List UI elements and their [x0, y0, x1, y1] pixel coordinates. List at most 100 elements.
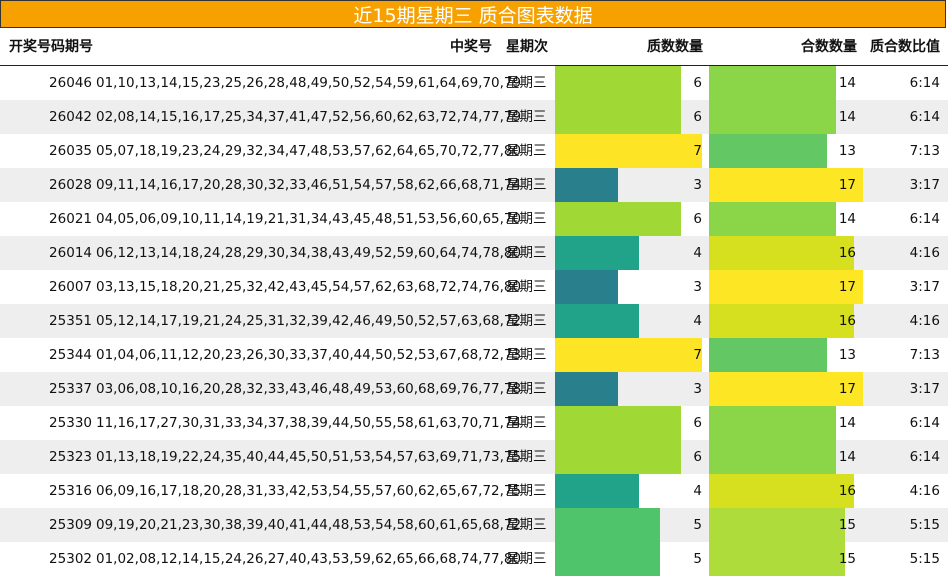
ratio-cell: 3:17 — [909, 279, 940, 295]
ratio-cell: 6:14 — [909, 109, 940, 125]
winning-numbers-cell: 01,04,06,11,12,20,23,26,30,33,37,40,44,5… — [96, 347, 522, 363]
weekday-cell: 星期三 — [506, 551, 547, 567]
data-table: 开奖号码期号 中奖号 星期次 质数数量 合数数量 质合数比值 26046 01,1… — [0, 29, 948, 576]
table-row[interactable]: 25351 05,12,14,17,19,21,24,25,31,32,39,42… — [0, 304, 948, 338]
prime-count-value: 7 — [693, 347, 702, 363]
table-header: 开奖号码期号 中奖号 星期次 质数数量 合数数量 质合数比值 — [0, 29, 948, 66]
prime-count-bar — [555, 202, 681, 236]
ratio-cell: 6:14 — [909, 415, 940, 431]
issue-cell: 25330 — [49, 415, 92, 431]
prime-count-bar — [555, 134, 702, 168]
composite-count-bar — [709, 406, 836, 440]
prime-count-value: 4 — [693, 245, 702, 261]
header-ratio[interactable]: 质合数比值 — [870, 39, 940, 55]
prime-count-value: 6 — [693, 109, 702, 125]
ratio-cell: 3:17 — [909, 381, 940, 397]
table-row[interactable]: 25330 11,16,17,27,30,31,33,34,37,38,39,44… — [0, 406, 948, 440]
composite-count-value: 14 — [838, 211, 856, 227]
winning-numbers-cell: 09,11,14,16,17,20,28,30,32,33,46,51,54,5… — [96, 177, 522, 193]
ratio-cell: 4:16 — [909, 313, 940, 329]
composite-count-bar — [709, 270, 863, 304]
prime-count-bar — [555, 270, 618, 304]
prime-count-bar — [555, 474, 639, 508]
table-row[interactable]: 26035 05,07,18,19,23,24,29,32,34,47,48,53… — [0, 134, 948, 168]
composite-count-value: 14 — [838, 109, 856, 125]
issue-cell: 26042 — [49, 109, 92, 125]
winning-numbers-cell: 03,13,15,18,20,21,25,32,42,43,45,54,57,6… — [96, 279, 522, 295]
ratio-cell: 7:13 — [909, 347, 940, 363]
table-row[interactable]: 26014 06,12,13,14,18,24,28,29,30,34,38,43… — [0, 236, 948, 270]
header-composite-count[interactable]: 合数数量 — [801, 39, 857, 55]
prime-count-value: 6 — [693, 415, 702, 431]
composite-count-value: 14 — [838, 415, 856, 431]
table-row[interactable]: 25309 09,19,20,21,23,30,38,39,40,41,44,48… — [0, 508, 948, 542]
composite-count-bar — [709, 440, 836, 474]
title-text: 近15期星期三 质合图表数据 — [353, 4, 593, 27]
issue-cell: 26007 — [49, 279, 92, 295]
weekday-cell: 星期三 — [506, 109, 547, 125]
prime-count-value: 3 — [693, 177, 702, 193]
weekday-cell: 星期三 — [506, 75, 547, 91]
composite-count-value: 16 — [838, 313, 856, 329]
composite-count-bar — [709, 372, 863, 406]
prime-count-bar — [555, 168, 618, 202]
composite-count-bar — [709, 134, 827, 168]
table-row[interactable]: 26046 01,10,13,14,15,23,25,26,28,48,49,50… — [0, 66, 948, 100]
prime-count-value: 5 — [693, 551, 702, 567]
composite-count-value: 15 — [838, 551, 856, 567]
table-row[interactable]: 26042 02,08,14,15,16,17,25,34,37,41,47,52… — [0, 100, 948, 134]
table-row[interactable]: 25323 01,13,18,19,22,24,35,40,44,45,50,51… — [0, 440, 948, 474]
prime-count-bar — [555, 66, 681, 100]
table-row[interactable]: 25337 03,06,08,10,16,20,28,32,33,43,46,48… — [0, 372, 948, 406]
prime-count-value: 3 — [693, 279, 702, 295]
composite-count-value: 15 — [838, 517, 856, 533]
ratio-cell: 3:17 — [909, 177, 940, 193]
ratio-cell: 7:13 — [909, 143, 940, 159]
weekday-cell: 星期三 — [506, 313, 547, 329]
winning-numbers-cell: 11,16,17,27,30,31,33,34,37,38,39,44,50,5… — [96, 415, 522, 431]
winning-numbers-cell: 04,05,06,09,10,11,14,19,21,31,34,43,45,4… — [96, 211, 522, 227]
header-numbers[interactable]: 中奖号 — [450, 39, 492, 55]
header-prime-count[interactable]: 质数数量 — [647, 39, 703, 55]
composite-count-value: 17 — [838, 279, 856, 295]
weekday-cell: 星期三 — [506, 517, 547, 533]
ratio-cell: 6:14 — [909, 211, 940, 227]
weekday-cell: 星期三 — [506, 381, 547, 397]
prime-count-bar — [555, 236, 639, 270]
table-row[interactable]: 25316 06,09,16,17,18,20,28,31,33,42,53,54… — [0, 474, 948, 508]
table-body: 26046 01,10,13,14,15,23,25,26,28,48,49,50… — [0, 66, 948, 576]
prime-count-bar — [555, 100, 681, 134]
table-row[interactable]: 26021 04,05,06,09,10,11,14,19,21,31,34,43… — [0, 202, 948, 236]
table-row[interactable]: 26028 09,11,14,16,17,20,28,30,32,33,46,51… — [0, 168, 948, 202]
winning-numbers-cell: 05,12,14,17,19,21,24,25,31,32,39,42,46,4… — [96, 313, 522, 329]
weekday-cell: 星期三 — [506, 279, 547, 295]
header-issue[interactable]: 开奖号码期号 — [9, 39, 93, 55]
prime-count-bar — [555, 542, 660, 576]
ratio-cell: 4:16 — [909, 245, 940, 261]
prime-count-value: 3 — [693, 381, 702, 397]
ratio-cell: 5:15 — [909, 517, 940, 533]
prime-count-bar — [555, 406, 681, 440]
issue-cell: 25344 — [49, 347, 92, 363]
composite-count-value: 16 — [838, 483, 856, 499]
composite-count-bar — [709, 508, 845, 542]
weekday-cell: 星期三 — [506, 415, 547, 431]
weekday-cell: 星期三 — [506, 143, 547, 159]
table-row[interactable]: 25302 01,02,08,12,14,15,24,26,27,40,43,53… — [0, 542, 948, 576]
winning-numbers-cell: 01,13,18,19,22,24,35,40,44,45,50,51,53,5… — [96, 449, 522, 465]
prime-count-bar — [555, 304, 639, 338]
header-weekday[interactable]: 星期次 — [506, 39, 548, 55]
prime-count-value: 5 — [693, 517, 702, 533]
ratio-cell: 5:15 — [909, 551, 940, 567]
ratio-cell: 4:16 — [909, 483, 940, 499]
composite-count-bar — [709, 474, 854, 508]
prime-count-bar — [555, 338, 702, 372]
weekday-cell: 星期三 — [506, 245, 547, 261]
table-row[interactable]: 25344 01,04,06,11,12,20,23,26,30,33,37,40… — [0, 338, 948, 372]
table-row[interactable]: 26007 03,13,15,18,20,21,25,32,42,43,45,54… — [0, 270, 948, 304]
prime-count-value: 4 — [693, 483, 702, 499]
composite-count-bar — [709, 66, 836, 100]
issue-cell: 26035 — [49, 143, 92, 159]
prime-count-value: 6 — [693, 75, 702, 91]
issue-cell: 26021 — [49, 211, 92, 227]
